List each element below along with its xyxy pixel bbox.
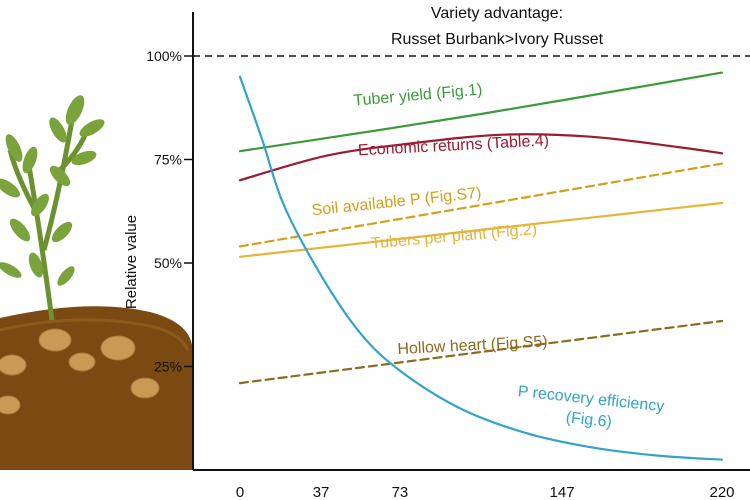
y-axis-label: Relative value <box>123 215 140 309</box>
series-label-line: Economic returns (Table.4) <box>358 132 550 159</box>
series-label-line: P recovery efficiency <box>517 383 665 415</box>
series-group <box>238 71 724 461</box>
series-label-2: Soil available P (Fig.S7) <box>311 185 482 220</box>
series-line-1 <box>238 133 724 182</box>
series-labels: Tuber yield (Fig.1) Economic returns (Tab… <box>311 81 665 436</box>
x-tick-label: 0 <box>236 484 244 500</box>
series-label-1: Economic returns (Table.4) <box>358 132 550 159</box>
series-label-line: Hollow heart (Fig.S5) <box>397 333 548 358</box>
x-tick-label: 220 <box>709 484 734 500</box>
series-label-line: Tuber yield (Fig.1) <box>353 81 483 109</box>
y-tick-label: 25% <box>154 359 182 375</box>
x-tick-label: 73 <box>392 484 409 500</box>
series-label-5: P recovery efficiency(Fig.6) <box>515 383 665 436</box>
x-tick-label: 147 <box>550 484 575 500</box>
x-tick-label: 37 <box>313 484 330 500</box>
series-label-line: (Fig.6) <box>565 409 613 431</box>
series-label-4: Hollow heart (Fig.S5) <box>397 333 548 358</box>
series-line-0 <box>238 71 724 153</box>
series-label-3: Tubers per plant (Fig.2) <box>370 221 537 252</box>
x-ticks: 0 37 73 147 220 <box>236 484 735 500</box>
y-tick-label: 75% <box>154 152 182 168</box>
series-line-3 <box>238 201 724 258</box>
plant-stems <box>7 119 91 321</box>
chart-title-line2: Russet Burbank>Ivory Russet <box>391 31 604 48</box>
chart-title-line1: Variety advantage: <box>431 5 563 22</box>
series-label-line: Tubers per plant (Fig.2) <box>370 221 537 252</box>
series-label-0: Tuber yield (Fig.1) <box>353 81 483 109</box>
potato-plant-illustration <box>0 95 192 470</box>
y-ticks: 25% 50% 75% 100% <box>146 48 193 375</box>
series-line-5 <box>238 75 724 461</box>
potato-tubers <box>0 328 160 415</box>
y-tick-label: 100% <box>146 48 182 64</box>
series-label-line: Soil available P (Fig.S7) <box>311 185 482 220</box>
y-tick-label: 50% <box>154 255 182 271</box>
series-line-2 <box>238 162 724 248</box>
series-line-4 <box>238 319 724 385</box>
plant-leaves <box>0 95 105 286</box>
